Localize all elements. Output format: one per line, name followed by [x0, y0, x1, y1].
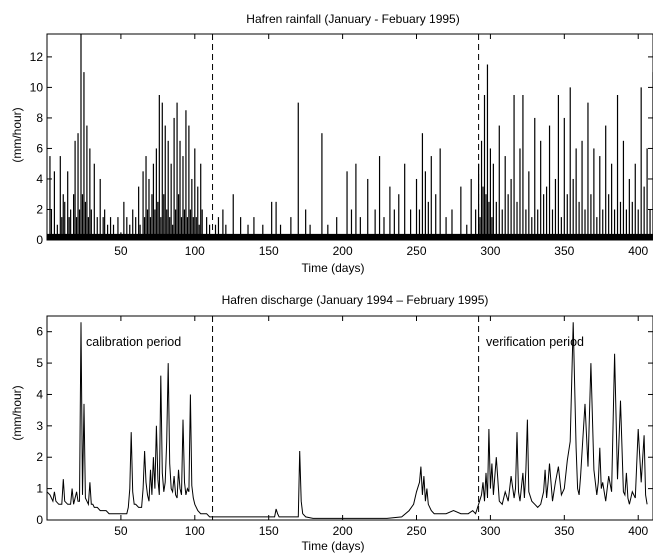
- rainfall-y-axis-label: (mm/hour): [10, 107, 24, 162]
- rainfall-y-tick-label: 10: [30, 80, 44, 94]
- discharge-y-tick-label: 4: [36, 387, 43, 401]
- rainfall-x-tick-label: 300: [480, 244, 500, 258]
- rainfall-x-tick-label: 350: [554, 244, 574, 258]
- rainfall-y-tick-label: 8: [36, 111, 43, 125]
- discharge-x-axis-label: Time (days): [302, 539, 365, 553]
- discharge-x-tick-label: 50: [114, 524, 128, 538]
- discharge-plot-frame: [46, 315, 653, 521]
- rainfall-chart: Hafren rainfall (January - Febuary 1995)…: [10, 12, 653, 275]
- rainfall-x-tick-label: 150: [259, 244, 279, 258]
- discharge-line-group: [46, 322, 648, 519]
- discharge-x-tick-label: 400: [628, 524, 648, 538]
- rainfall-x-tick-label: 50: [114, 244, 128, 258]
- discharge-x-tick-label: 350: [554, 524, 574, 538]
- rainfall-bars: [47, 34, 653, 240]
- rainfall-baseline-band: [47, 233, 653, 240]
- discharge-x-tick-label: 300: [480, 524, 500, 538]
- discharge-y-tick-label: 5: [36, 356, 43, 370]
- discharge-x-tick-label: 150: [259, 524, 279, 538]
- rainfall-y-tick-label: 4: [36, 172, 43, 186]
- rainfall-x-axis-label: Time (days): [302, 261, 365, 275]
- discharge-axis-ticks: 50 100 150 200 250 300 350 400 0 1 2 3 4 5 6: [36, 316, 653, 538]
- rainfall-axis-ticks: 50 100 150 200 250 300 350 400 0 2 4 6 8 10 12: [30, 34, 653, 258]
- discharge-chart-title: Hafren discharge (January 1994 – Februar…: [222, 293, 489, 307]
- rainfall-y-tick-label: 12: [30, 50, 44, 64]
- discharge-line: [46, 322, 648, 519]
- rainfall-period-dividers: [212, 34, 480, 240]
- rainfall-y-tick-label: 6: [36, 141, 43, 155]
- discharge-y-axis-label: (mm/hour): [10, 385, 24, 440]
- rainfall-chart-title: Hafren rainfall (January - Febuary 1995): [246, 12, 459, 26]
- discharge-x-tick-label: 100: [185, 524, 205, 538]
- discharge-y-tick-label: 3: [36, 419, 43, 433]
- discharge-y-tick-label: 1: [36, 482, 43, 496]
- discharge-y-tick-label: 6: [36, 325, 43, 339]
- verification-period-label: verification period: [486, 335, 584, 349]
- rainfall-x-tick-label: 250: [406, 244, 426, 258]
- rainfall-y-tick-label: 0: [36, 233, 43, 247]
- discharge-chart: Hafren discharge (January 1994 – Februar…: [10, 293, 653, 553]
- discharge-period-dividers: [212, 316, 480, 520]
- discharge-x-tick-label: 250: [406, 524, 426, 538]
- discharge-y-tick-label: 0: [36, 513, 43, 527]
- rainfall-plot-frame: [46, 33, 653, 241]
- rainfall-x-tick-label: 200: [333, 244, 353, 258]
- rainfall-y-tick-label: 2: [36, 202, 43, 216]
- calibration-period-label: calibration period: [86, 335, 181, 349]
- discharge-y-tick-label: 2: [36, 450, 43, 464]
- rainfall-x-tick-label: 100: [185, 244, 205, 258]
- rainfall-x-tick-label: 400: [628, 244, 648, 258]
- discharge-x-tick-label: 200: [333, 524, 353, 538]
